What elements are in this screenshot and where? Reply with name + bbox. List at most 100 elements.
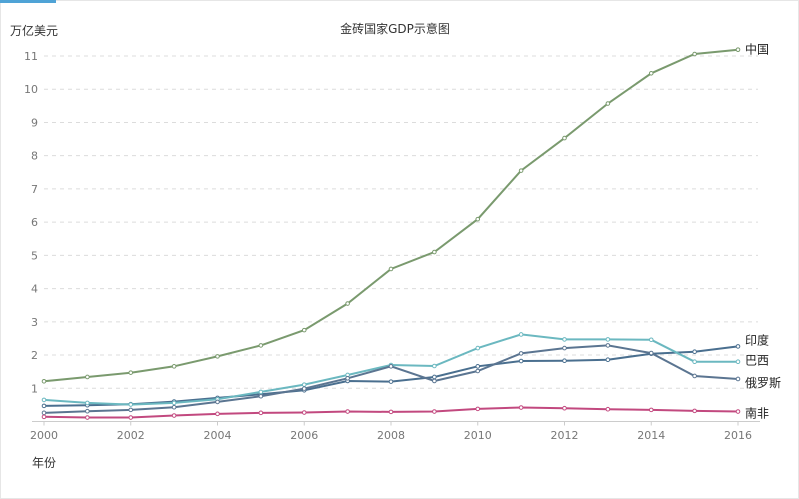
data-point-4-2014 [648, 407, 654, 413]
series-label-1: 印度 [745, 332, 769, 347]
data-point-4-2016 [735, 409, 741, 414]
x-tick-label-2006: 2006 [290, 429, 318, 442]
series-line-0 [43, 48, 739, 383]
data-point-4-2015 [692, 408, 697, 414]
x-tick-label-2014: 2014 [637, 429, 665, 442]
data-point-2-2011 [518, 332, 524, 337]
data-point-4-2009 [432, 409, 437, 414]
x-axis-label: 年份 [32, 456, 56, 470]
data-point-1-2011 [518, 358, 524, 364]
data-point-1-2012 [562, 358, 567, 363]
data-point-3-2010 [475, 368, 481, 374]
data-point-4-2010 [475, 406, 481, 412]
x-tick-label-2000: 2000 [30, 429, 58, 442]
axes: 1 2 3 4 5 6 7 8 9 10 11 2000 2002 2004 2006 2008 2010 201… [24, 50, 760, 442]
series-label-0: 中国 [745, 42, 769, 57]
data-point-4-2001 [85, 415, 90, 420]
data-point-2-2015 [692, 359, 697, 364]
data-point-3-2008 [388, 364, 394, 369]
data-point-3-2012 [562, 345, 567, 351]
data-point-3-2000 [41, 410, 47, 416]
data-point-4-2011 [518, 405, 524, 410]
y-axis-label: 万亿美元 [10, 23, 58, 38]
data-point-4-2013 [605, 406, 611, 412]
data-point-0-2008 [388, 266, 394, 272]
data-point-1-2000 [41, 403, 47, 409]
x-tick-label-2002: 2002 [117, 429, 145, 442]
y-tick-label-5: 5 [31, 249, 38, 262]
data-point-1-2013 [605, 357, 611, 362]
data-point-4-2004 [215, 411, 220, 417]
data-point-1-2008 [388, 379, 394, 384]
data-point-3-2004 [215, 399, 220, 405]
data-point-2-2000 [41, 397, 47, 403]
data-point-2-2002 [128, 402, 134, 407]
data-point-4-2006 [301, 410, 307, 415]
top-accent-bar [0, 0, 56, 3]
data-point-0-2000 [41, 378, 47, 384]
y-tick-label-10: 10 [24, 83, 38, 96]
chart-title: 金砖国家GDP示意图 [340, 21, 450, 36]
y-tick-label-9: 9 [31, 116, 38, 129]
data-point-0-2011 [518, 168, 524, 173]
series-label-2: 巴西 [745, 354, 769, 368]
data-point-4-2002 [128, 415, 134, 420]
data-point-0-2016 [735, 47, 741, 52]
y-tick-label-2: 2 [31, 349, 38, 362]
data-point-1-2010 [475, 364, 481, 369]
data-point-0-2013 [605, 101, 611, 106]
data-point-4-2003 [171, 413, 177, 418]
data-point-0-2015 [692, 51, 697, 57]
data-point-4-2008 [388, 409, 394, 415]
data-point-2-2003 [171, 400, 177, 406]
data-point-4-2000 [41, 414, 47, 420]
data-point-1-2016 [735, 344, 741, 349]
data-point-2-2001 [85, 400, 90, 406]
data-point-4-2005 [258, 410, 264, 416]
data-point-0-2006 [301, 327, 307, 333]
data-point-1-2015 [692, 349, 697, 355]
y-tick-label-4: 4 [31, 283, 38, 296]
y-tick-label-11: 11 [24, 50, 38, 63]
data-point-2-2012 [562, 337, 567, 342]
data-point-0-2014 [648, 70, 654, 76]
data-point-3-2007 [345, 376, 350, 381]
data-point-3-2002 [128, 407, 134, 413]
data-point-0-2010 [475, 216, 481, 222]
data-point-3-2016 [735, 376, 741, 382]
series-label-4: 南非 [745, 406, 769, 421]
data-point-3-2015 [692, 373, 697, 379]
series-lines [41, 47, 741, 420]
data-point-3-2001 [85, 408, 90, 414]
data-point-3-2006 [301, 386, 307, 391]
data-point-0-2003 [171, 364, 177, 369]
data-point-2-2009 [432, 363, 437, 369]
data-point-0-2004 [215, 354, 220, 359]
x-tick-label-2010: 2010 [464, 429, 492, 442]
y-tick-label-3: 3 [31, 316, 38, 329]
y-tick-label-1: 1 [31, 382, 38, 395]
x-tick-label-2016: 2016 [724, 429, 752, 442]
data-point-3-2014 [648, 350, 654, 356]
data-point-0-2002 [128, 370, 134, 375]
data-point-0-2007 [345, 301, 350, 306]
x-tick-label-2004: 2004 [204, 429, 232, 442]
data-point-1-2009 [432, 374, 437, 380]
data-point-2-2005 [258, 389, 264, 395]
series-label-3: 俄罗斯 [745, 376, 781, 390]
data-point-0-2009 [432, 249, 437, 255]
data-point-3-2013 [605, 343, 611, 348]
data-point-0-2012 [562, 135, 567, 141]
data-point-2-2006 [301, 382, 307, 387]
y-tick-label-8: 8 [31, 150, 38, 163]
y-tick-label-7: 7 [31, 183, 38, 196]
data-point-0-2001 [85, 374, 90, 380]
x-tick-label-2012: 2012 [551, 429, 579, 442]
data-point-3-2009 [432, 378, 437, 384]
y-tick-label-6: 6 [31, 216, 38, 229]
data-point-2-2013 [605, 337, 611, 342]
data-point-0-2005 [258, 343, 264, 348]
data-point-4-2012 [562, 405, 567, 411]
